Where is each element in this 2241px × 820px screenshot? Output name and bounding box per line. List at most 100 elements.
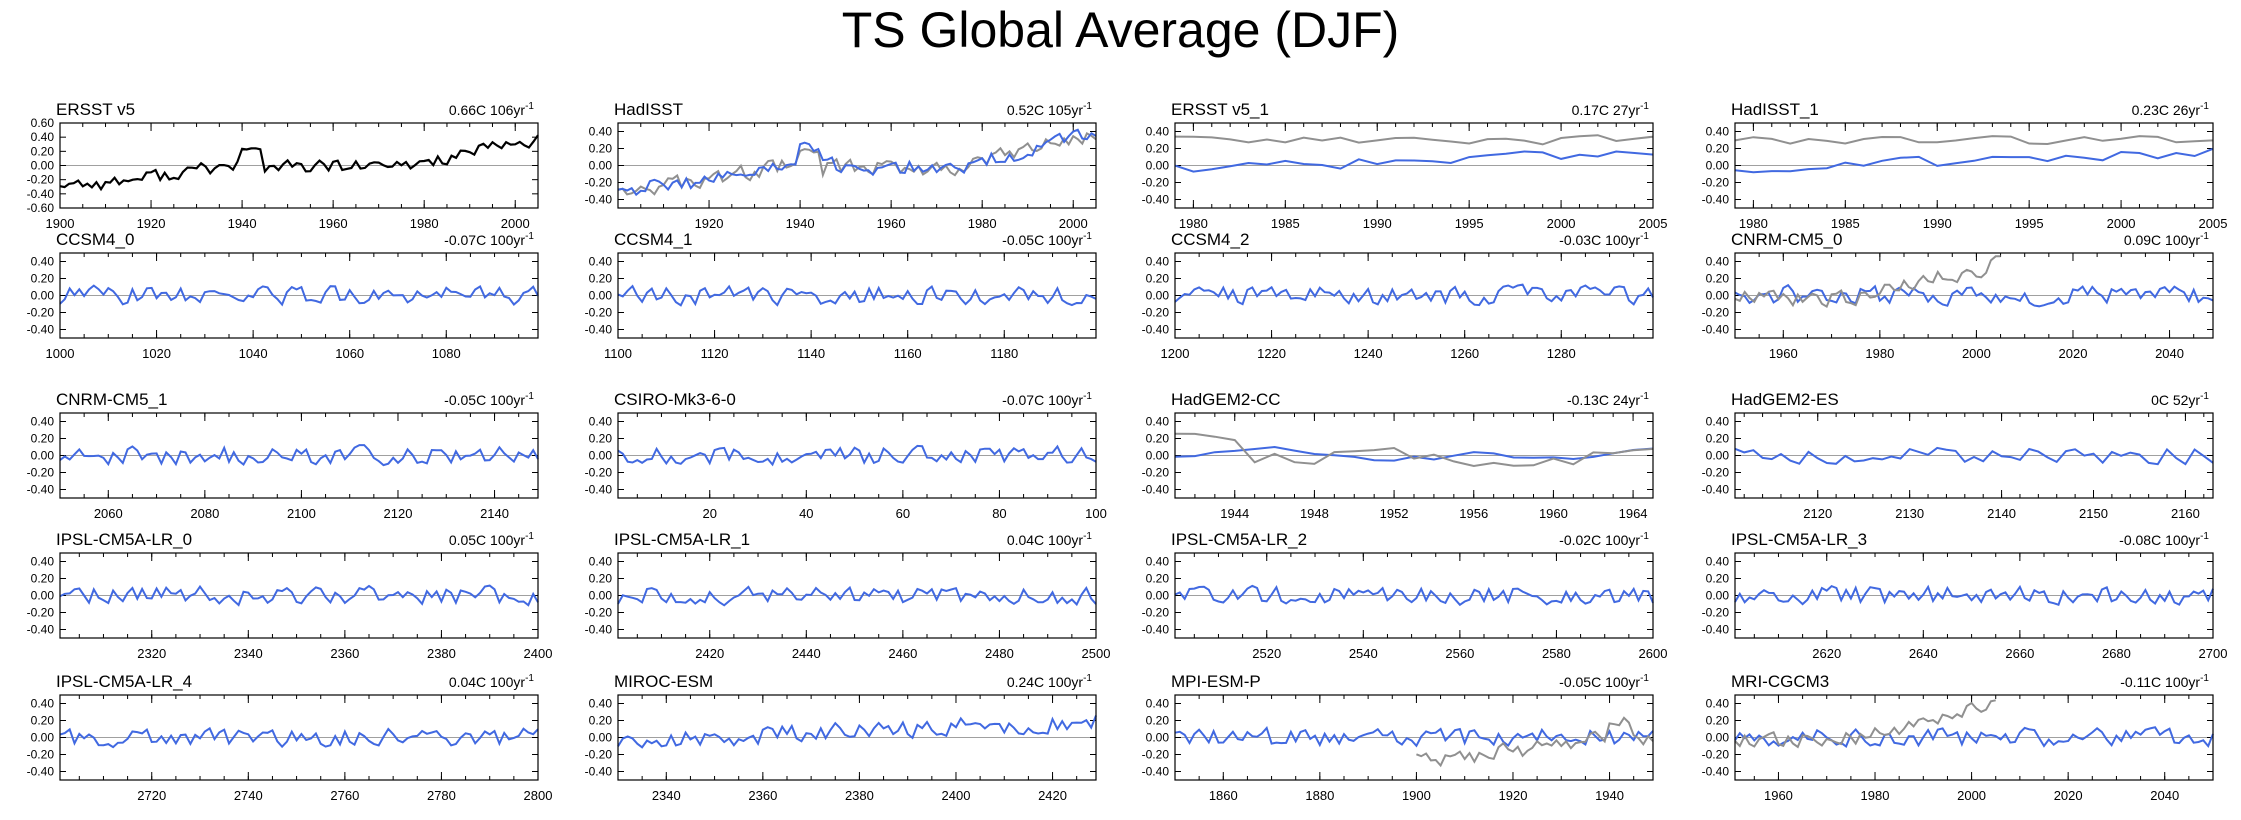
x-tick-label: 1960 — [1764, 788, 1793, 803]
y-tick-label: -0.20 — [1702, 176, 1730, 190]
x-tick-label: 1960 — [1539, 506, 1568, 521]
x-tick-label: 2000 — [1962, 346, 1991, 361]
x-tick-label: 2460 — [888, 646, 917, 661]
x-tick-label: 2040 — [2155, 346, 2184, 361]
x-tick-label: 1960 — [1769, 346, 1798, 361]
panel-frame — [1734, 122, 2214, 209]
x-tick-label: 2080 — [190, 506, 219, 521]
y-tick-label: 0.40 — [1706, 415, 1730, 429]
y-tick-label: -0.40 — [1142, 193, 1170, 207]
series-line-model — [1174, 584, 1654, 607]
y-tick-label: 0.00 — [1706, 289, 1730, 303]
panel-title: IPSL-CM5A-LR_4 — [56, 672, 192, 691]
y-tick-label: 0.00 — [1146, 159, 1170, 173]
y-tick-label: -0.40 — [585, 623, 613, 637]
panel-frame — [59, 412, 539, 499]
x-tick-label: 2520 — [1252, 646, 1281, 661]
y-tick-label: -0.20 — [1142, 748, 1170, 762]
x-tick-label: 60 — [896, 506, 910, 521]
x-tick-label: 2620 — [1812, 646, 1841, 661]
y-tick-label: -0.40 — [585, 323, 613, 337]
y-tick-label: -0.20 — [1142, 466, 1170, 480]
panel-frame — [59, 122, 539, 209]
panel-title: ERSST v5_1 — [1171, 100, 1269, 119]
x-tick-label: 2780 — [427, 788, 456, 803]
figure-title: TS Global Average (DJF) — [841, 2, 1400, 58]
x-tick-label: 1900 — [1402, 788, 1431, 803]
panel-title: CCSM4_2 — [1171, 230, 1249, 249]
series-line-observed — [59, 134, 539, 192]
x-tick-label: 1980 — [1179, 216, 1208, 231]
y-tick-label: -0.20 — [585, 466, 613, 480]
panel-trend: 0.05C 100yr-1 — [449, 531, 535, 548]
x-tick-label: 1200 — [1161, 346, 1190, 361]
y-tick-label: 0.40 — [589, 415, 613, 429]
x-tick-label: 2700 — [2199, 646, 2228, 661]
x-tick-label: 2640 — [1909, 646, 1938, 661]
y-tick-label: 0.20 — [31, 272, 55, 286]
y-tick-label: -0.20 — [585, 606, 613, 620]
x-tick-label: 1990 — [1363, 216, 1392, 231]
panel-hadisst-1: HadISST_1 0.23C 26yr-1 0.40 0.20 0.00 -0.20 -0… — [1702, 100, 2228, 231]
panel-title: HadISST_1 — [1731, 100, 1819, 119]
x-tick-label: 2400 — [942, 788, 971, 803]
x-tick-label: 1900 — [46, 216, 75, 231]
panel-hadisst: HadISST 0.52C 105yr-1 0.40 0.20 0.00 -0.20 -0.… — [585, 100, 1097, 231]
panel-title: IPSL-CM5A-LR_3 — [1731, 530, 1867, 549]
series-line-reference — [1416, 716, 1654, 768]
y-tick-label: -0.20 — [1702, 306, 1730, 320]
x-tick-label: 1080 — [432, 346, 461, 361]
x-tick-label: 2020 — [2054, 788, 2083, 803]
panel-trend: 0.04C 100yr-1 — [1007, 531, 1093, 548]
y-tick-label: 0.20 — [1146, 714, 1170, 728]
y-tick-label: 0.00 — [31, 449, 55, 463]
series-line-model — [1734, 283, 2214, 308]
y-tick-label: 0.00 — [1706, 159, 1730, 173]
series-line-reference — [617, 132, 1097, 196]
x-tick-label: 2130 — [1895, 506, 1924, 521]
panel-miroc-esm: MIROC-ESM 0.24C 100yr-1 0.40 0.20 0.00 -0.20 -… — [585, 672, 1097, 803]
y-tick-label: -0.40 — [585, 193, 613, 207]
y-tick-label: 0.20 — [31, 572, 55, 586]
series-line-model — [59, 284, 539, 307]
panel-trend: 0.04C 100yr-1 — [449, 673, 535, 690]
x-tick-label: 1180 — [990, 346, 1018, 361]
y-tick-label: 0.20 — [589, 432, 613, 446]
series-line-model — [1734, 726, 2214, 749]
panel-frame — [1174, 412, 1654, 499]
panel-title: CCSM4_0 — [56, 230, 134, 249]
y-tick-label: -0.20 — [1142, 306, 1170, 320]
x-tick-label: 2800 — [524, 788, 553, 803]
y-tick-label: 0.40 — [31, 555, 55, 569]
y-tick-label: 0.20 — [1146, 142, 1170, 156]
x-tick-label: 1985 — [1831, 216, 1860, 231]
x-tick-label: 2020 — [2059, 346, 2088, 361]
y-tick-label: 0.40 — [1706, 125, 1730, 139]
panel-frame — [1174, 122, 1654, 209]
y-tick-label: 0.40 — [31, 415, 55, 429]
x-tick-label: 2320 — [137, 646, 166, 661]
panel-trend: 0.52C 105yr-1 — [1007, 101, 1093, 118]
x-tick-label: 2160 — [2171, 506, 2200, 521]
panel-trend: -0.02C 100yr-1 — [1559, 531, 1649, 548]
y-tick-label: -0.20 — [1702, 606, 1730, 620]
x-tick-label: 1940 — [1595, 788, 1624, 803]
x-tick-label: 2420 — [1038, 788, 1067, 803]
panel-frame — [1734, 694, 2214, 781]
x-tick-label: 1990 — [1923, 216, 1952, 231]
y-tick-label: 0.00 — [1146, 589, 1170, 603]
x-tick-label: 2140 — [480, 506, 509, 521]
panel-trend: 0.23C 26yr-1 — [2132, 101, 2210, 118]
x-tick-label: 1100 — [604, 346, 632, 361]
x-tick-label: 2380 — [845, 788, 874, 803]
series-line-model — [617, 444, 1097, 467]
y-tick-label: 0.00 — [1706, 589, 1730, 603]
panel-hadgem2-es: HadGEM2-ES 0C 52yr-1 0.40 0.20 0.00 -0.20 -0.4… — [1702, 390, 2214, 521]
y-tick-label: -0.40 — [1142, 483, 1170, 497]
panel-ccsm4-2: CCSM4_2 -0.03C 100yr-1 0.40 0.20 0.00 -0.20 -0… — [1142, 230, 1654, 361]
series-line-model — [1174, 150, 1654, 173]
y-tick-label: -0.40 — [1702, 323, 1730, 337]
y-tick-label: 0.40 — [1706, 697, 1730, 711]
panel-ipsl-cm5a-lr-4: IPSL-CM5A-LR_4 0.04C 100yr-1 0.40 0.20 0.00 -… — [27, 672, 553, 803]
